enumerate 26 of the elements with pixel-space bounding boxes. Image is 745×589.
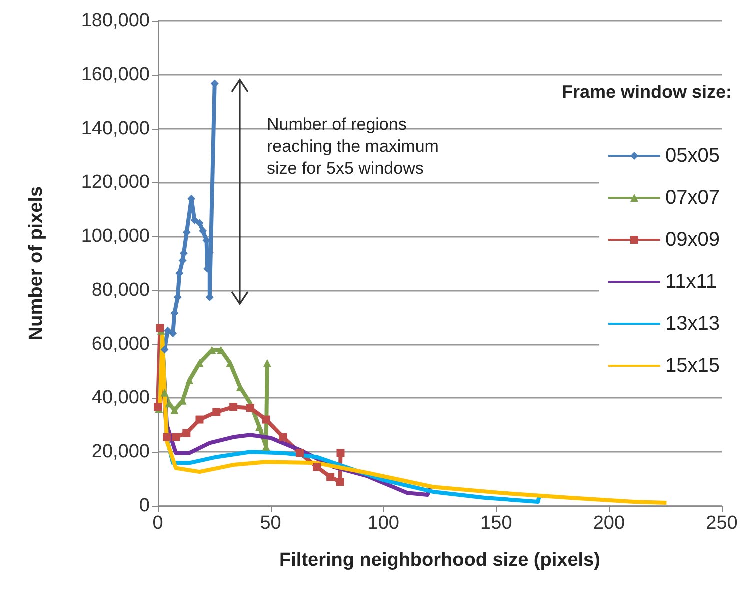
- y-tick-label: 100,000: [81, 226, 150, 248]
- x-tick-label: 50: [260, 513, 282, 534]
- y-tick-label: 180,000: [81, 10, 150, 32]
- y-tick-label: 40,000: [92, 388, 150, 409]
- y-axis-title: Number of pixels: [26, 186, 47, 341]
- legend-label: 15x15: [666, 355, 720, 377]
- x-tick-label: 200: [593, 513, 626, 534]
- x-tick-label: 0: [152, 513, 164, 534]
- y-tick-label: 20,000: [92, 442, 150, 463]
- legend-label: 13x13: [666, 313, 720, 335]
- legend-label: 05x05: [666, 145, 720, 167]
- legend-label: 11x11: [666, 271, 718, 293]
- y-tick-label: 60,000: [92, 334, 150, 355]
- annotation: Number of regions reaching the maximum size for 5x5 windows: [267, 114, 440, 180]
- legend-label: 09x09: [666, 229, 720, 251]
- x-tick-label: 150: [480, 513, 512, 534]
- x-axis-title: Filtering neighborhood size (pixels): [280, 550, 600, 571]
- x-tick-label: 250: [706, 513, 738, 534]
- y-tick-label: 80,000: [92, 280, 150, 301]
- legend-label: 07x07: [666, 187, 720, 209]
- y-tick-label: 120,000: [81, 172, 150, 194]
- y-tick-label: 140,000: [81, 118, 150, 140]
- y-tick-label: 0: [139, 496, 150, 516]
- legend-title: Frame window size:: [562, 82, 732, 102]
- x-tick-label: 100: [368, 513, 400, 534]
- y-tick-label: 160,000: [81, 64, 150, 86]
